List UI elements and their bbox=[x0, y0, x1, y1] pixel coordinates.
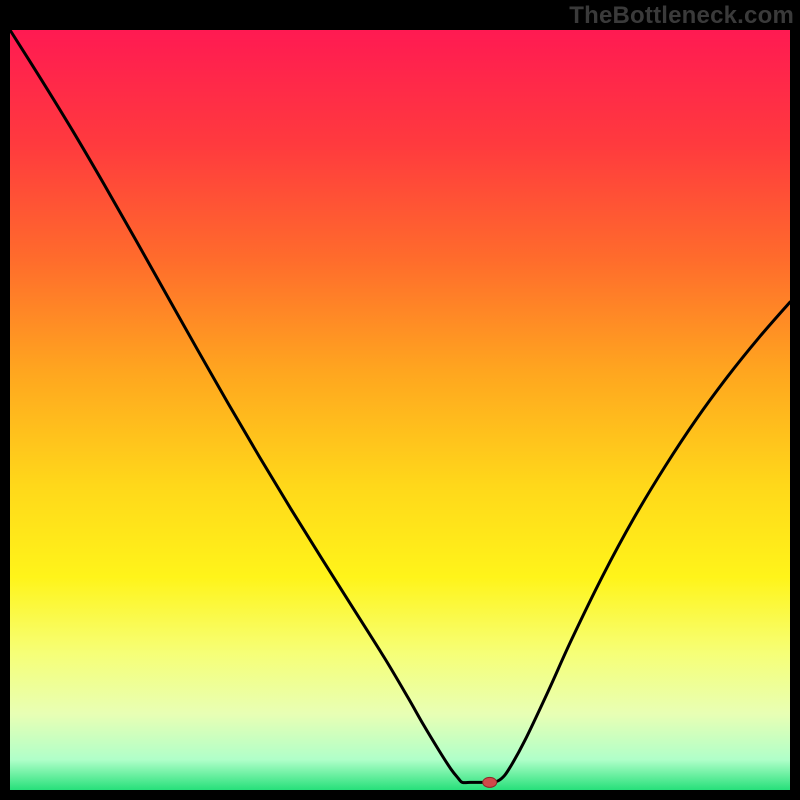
plot-background bbox=[10, 30, 790, 790]
bottleneck-curve-plot bbox=[0, 0, 800, 800]
minimum-marker bbox=[483, 777, 497, 787]
watermark-text: TheBottleneck.com bbox=[569, 2, 794, 30]
